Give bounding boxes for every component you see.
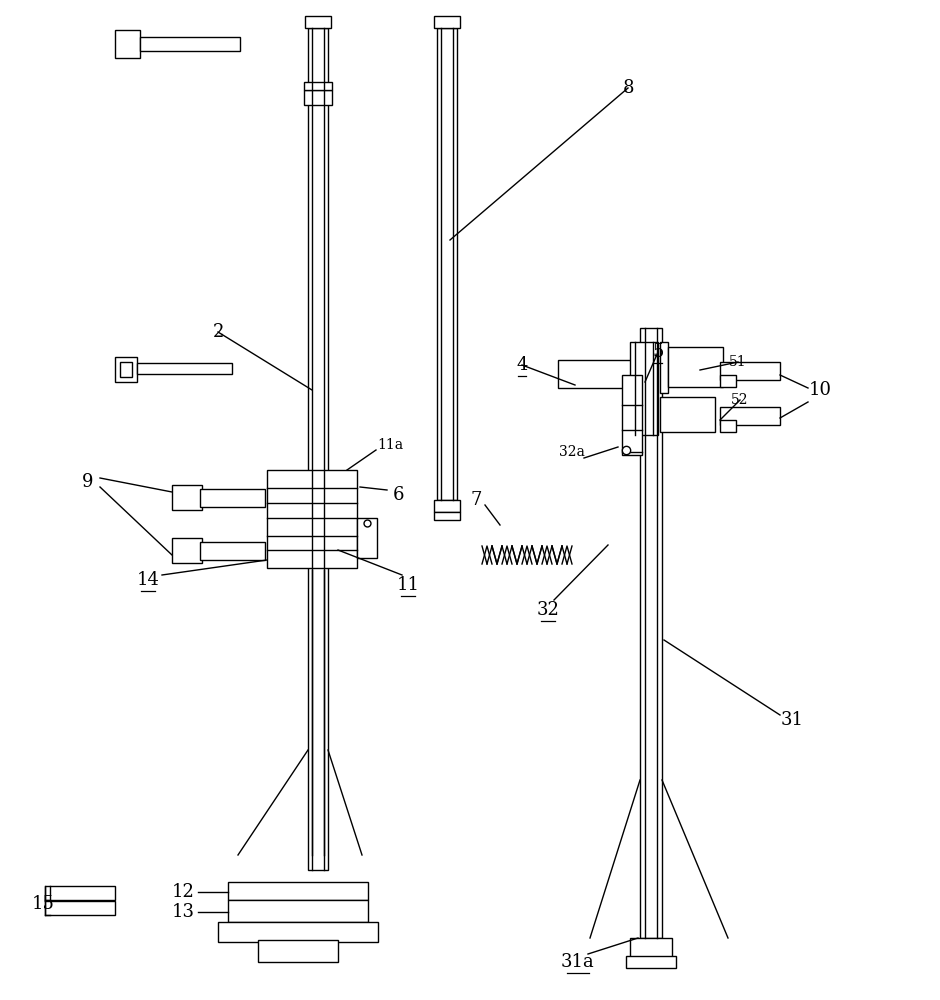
Bar (434, 500, 460, 512)
Bar (115, 357, 137, 382)
Text: 11: 11 (397, 576, 419, 594)
Bar (200, 542, 265, 560)
Text: 52: 52 (731, 393, 749, 407)
Bar (228, 900, 368, 922)
Bar (304, 90, 332, 105)
Bar (630, 938, 672, 958)
Text: 5: 5 (652, 343, 664, 361)
Text: 8: 8 (622, 79, 634, 97)
Bar (720, 362, 780, 380)
Bar (228, 882, 368, 900)
Bar (308, 28, 328, 870)
Text: 4: 4 (516, 356, 527, 374)
Text: 2: 2 (212, 323, 224, 341)
Bar (267, 470, 357, 568)
Bar (437, 28, 457, 500)
Text: 9: 9 (83, 473, 94, 491)
Bar (434, 512, 460, 520)
Bar (622, 375, 642, 455)
Bar (115, 30, 140, 58)
Bar (720, 420, 736, 432)
Bar (304, 82, 332, 90)
Text: 31a: 31a (561, 953, 595, 971)
Text: 15: 15 (32, 895, 55, 913)
Text: 13: 13 (172, 903, 195, 921)
Text: 12: 12 (172, 883, 195, 901)
Text: 10: 10 (808, 381, 832, 399)
Bar (630, 342, 658, 435)
Bar (172, 538, 202, 563)
Bar (172, 485, 202, 510)
Bar (137, 363, 232, 374)
Bar (218, 922, 378, 942)
Text: 51: 51 (729, 355, 746, 369)
Bar (120, 362, 132, 377)
Bar (258, 940, 338, 962)
Bar (200, 489, 265, 507)
Text: 32a: 32a (559, 445, 585, 459)
Bar (558, 360, 640, 388)
Bar (660, 342, 668, 393)
Bar (434, 16, 460, 28)
Text: 32: 32 (537, 601, 559, 619)
Bar (640, 328, 662, 938)
Bar (305, 16, 331, 28)
Bar (720, 375, 736, 387)
Bar (660, 397, 715, 432)
Text: 11a: 11a (377, 438, 403, 452)
Bar (45, 901, 115, 915)
Text: 14: 14 (136, 571, 160, 589)
Bar (357, 518, 377, 558)
Bar (140, 37, 240, 51)
Bar (45, 886, 115, 900)
Bar (720, 407, 780, 425)
Bar (626, 956, 676, 968)
Text: 31: 31 (780, 711, 804, 729)
Bar (668, 347, 723, 387)
Text: 6: 6 (392, 486, 404, 504)
Text: 7: 7 (470, 491, 481, 509)
